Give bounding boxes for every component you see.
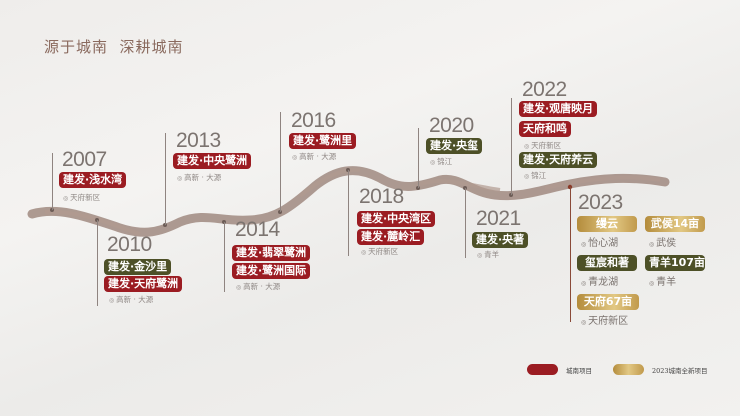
project-tag: 建发·观唐映月: [519, 101, 598, 117]
year-2016: 2016: [291, 109, 336, 132]
project-tag: 建发·天府养云: [519, 152, 598, 168]
location-label: 高新 · 大源: [109, 294, 153, 305]
project-tag: 建发·央著: [472, 232, 529, 248]
year-2013: 2013: [176, 129, 221, 152]
project-tag: 武侯14亩: [645, 216, 705, 232]
project-tag: 天府67亩: [577, 294, 639, 310]
location-label: 高新 · 大源: [292, 151, 336, 162]
location-label: 锦江: [430, 156, 452, 167]
legend-swatch-existing: [527, 364, 558, 375]
location-label: 青羊: [649, 273, 676, 288]
year-2014: 2014: [235, 218, 280, 241]
page-title: 源于城南 深耕城南: [44, 38, 184, 56]
year-2021: 2021: [476, 207, 521, 230]
project-tag: 建发·麓岭汇: [357, 229, 425, 245]
timeline-connector-line: [570, 187, 571, 322]
project-tag: 天府和鸣: [519, 121, 571, 137]
timeline-connector-line: [224, 222, 225, 292]
year-2018: 2018: [359, 185, 404, 208]
project-tag: 玺宸和著: [577, 255, 637, 271]
location-label: 高新 · 大源: [236, 281, 280, 292]
timeline-connector-line: [348, 170, 349, 256]
timeline-connector-line: [97, 220, 98, 306]
location-label: 天府新区: [581, 312, 628, 327]
location-label: 武侯: [649, 234, 676, 249]
year-2020: 2020: [429, 114, 474, 137]
legend-label: 城南项目: [566, 367, 592, 375]
legend-label: 2023城南全新项目: [652, 367, 708, 375]
project-tag: 建发·金沙里: [104, 259, 172, 275]
year-2010: 2010: [107, 233, 152, 256]
project-tag: 建发·天府鹭洲: [104, 276, 183, 292]
legend-swatch-new: [613, 364, 644, 375]
project-tag: 建发·鹭洲里: [289, 133, 357, 149]
timeline-connector-line: [418, 128, 419, 188]
project-tag: 建发·央玺: [426, 138, 483, 154]
year-2022: 2022: [522, 78, 567, 101]
project-tag: 青羊107亩: [645, 255, 705, 271]
year-2007: 2007: [62, 148, 107, 171]
location-label: 锦江: [524, 170, 546, 181]
year-2023: 2023: [578, 191, 623, 214]
project-tag: 缦云: [577, 216, 637, 232]
project-tag: 建发·中央鹭洲: [173, 153, 252, 169]
location-label: 天府新区: [524, 140, 561, 151]
location-label: 天府新区: [361, 246, 398, 257]
project-tag: 建发·翡翠鹭洲: [232, 245, 311, 261]
location-label: 怡心湖: [581, 234, 618, 249]
location-label: 青羊: [477, 249, 499, 260]
timeline-connector-line: [280, 112, 281, 212]
timeline-connector-line: [52, 153, 53, 210]
timeline-connector-line: [165, 133, 166, 225]
project-tag: 建发·中央湾区: [357, 211, 436, 227]
timeline-connector-line: [511, 98, 512, 195]
timeline-connector-line: [465, 188, 466, 258]
location-label: 天府新区: [63, 192, 100, 203]
location-label: 青龙湖: [581, 273, 618, 288]
project-tag: 建发·浅水湾: [59, 172, 127, 188]
location-label: 高新 · 大源: [177, 172, 221, 183]
project-tag: 建发·鹭洲国际: [232, 263, 311, 279]
